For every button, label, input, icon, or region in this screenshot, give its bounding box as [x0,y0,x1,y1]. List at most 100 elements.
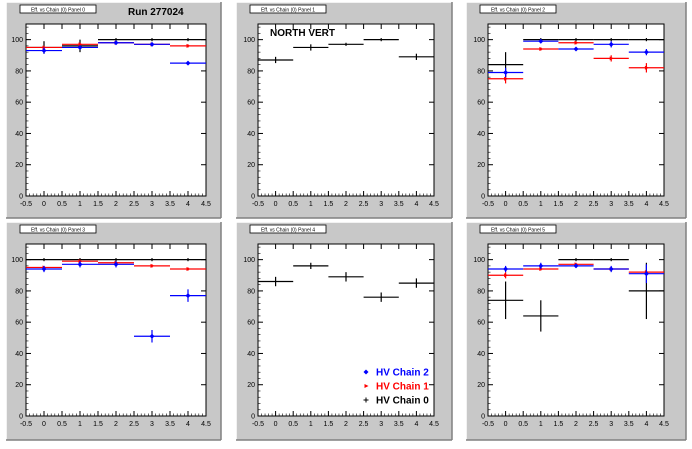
y-tick-label: 80 [15,288,23,295]
legend-label-hv0: HV Chain 0 [376,396,429,407]
data-point-marker-hv2 [113,40,119,46]
y-tick-label: 0 [481,414,485,421]
data-point-marker-hv2 [77,44,83,50]
chart-panel-4: -0.5 0 0.5 1 1.5 2 2.5 3 3.5 4 4.5020406080100Eff.… [235,221,453,441]
y-tick-label: 60 [247,100,255,107]
x-tick-label: 4 [414,421,418,428]
y-tick-label: 100 [473,37,485,44]
x-tick-label: 1.5 [324,201,334,208]
x-tick-label: 2 [114,421,118,428]
y-tick-label: 20 [477,162,485,169]
y-tick-label: 0 [251,414,255,421]
x-tick-label: -0.5 [252,201,264,208]
data-point-marker-hv2 [41,266,47,272]
y-tick-label: 0 [19,194,23,201]
data-point-marker-hv2 [41,48,47,54]
y-tick-label: 60 [15,320,23,327]
y-tick-label: 60 [15,100,23,107]
x-tick-label: 3.5 [394,201,404,208]
x-tick-label: 0.5 [288,421,298,428]
data-point-marker-hv2 [77,261,83,267]
legend-label-hv1: HV Chain 1 [376,382,429,393]
x-tick-label: 2 [574,201,578,208]
y-tick-label: 0 [251,194,255,201]
data-point-marker-hv2 [573,46,579,52]
y-tick-label: 60 [477,320,485,327]
x-tick-label: 2.5 [589,201,599,208]
run-label: Run 277024 [128,7,184,18]
x-tick-label: 1 [78,201,82,208]
y-tick-label: 20 [477,382,485,389]
data-point-marker-hv2 [149,41,155,47]
x-tick-label: 0.5 [518,201,528,208]
x-tick-label: 4 [186,421,190,428]
y-tick-label: 20 [247,382,255,389]
x-tick-label: 3.5 [165,421,175,428]
x-tick-label: 1.5 [554,421,564,428]
plot-frame [257,23,435,197]
x-tick-label: 2 [574,421,578,428]
x-tick-label: 2 [114,201,118,208]
x-tick-label: -0.5 [482,201,494,208]
data-point-marker-hv1 [644,65,649,70]
x-tick-label: 4.5 [201,201,211,208]
y-tick-label: 80 [477,288,485,295]
x-tick-label: 0 [42,421,46,428]
chart-panel-1: -0.5 0 0.5 1 1.5 2 2.5 3 3.5 4 4.5020406080100Eff.… [235,1,453,219]
x-tick-label: 0 [42,201,46,208]
data-point-marker-hv1 [186,267,191,272]
y-tick-label: 60 [477,100,485,107]
data-point-marker-hv2 [538,38,544,44]
plot-frame [25,23,207,197]
data-point-marker-hv1 [186,43,191,48]
y-tick-label: 40 [15,351,23,358]
x-tick-label: 4 [644,201,648,208]
y-tick-label: 100 [11,37,23,44]
chart-title-box [19,4,97,14]
x-tick-label: 3 [379,421,383,428]
y-tick-label: 40 [477,351,485,358]
chart-title: Eff. vs Chain (0) Panel 5 [491,228,545,234]
x-tick-label: 2.5 [359,421,369,428]
data-point-marker-hv2 [185,60,191,66]
x-tick-label: 1 [78,421,82,428]
y-tick-label: 100 [243,257,255,264]
y-tick-label: 40 [247,131,255,138]
data-point-marker-hv2 [503,266,509,272]
y-tick-label: 80 [247,68,255,75]
x-tick-label: 3.5 [165,201,175,208]
y-tick-label: 0 [19,414,23,421]
panel-overlay-title: NORTH VERT [270,28,335,39]
x-tick-label: 0 [504,421,508,428]
x-tick-label: 1.5 [554,201,564,208]
x-tick-label: 1 [309,201,313,208]
y-tick-label: 100 [243,37,255,44]
x-tick-label: 2.5 [359,201,369,208]
data-point-marker-hv1 [504,76,509,81]
x-tick-label: 1.5 [93,201,103,208]
chart-title: Eff. vs Chain (0) Panel 2 [491,8,545,14]
y-tick-label: 80 [15,68,23,75]
x-tick-label: 0 [274,421,278,428]
chart-title: Eff. vs Chain (0) Panel 3 [31,228,85,234]
x-tick-label: 3 [150,201,154,208]
data-point-marker-hv1 [609,56,614,61]
x-tick-label: 1 [539,421,543,428]
x-tick-label: -0.5 [252,421,264,428]
chart-panel-3: -0.5 0 0.5 1 1.5 2 2.5 3 3.5 4 4.5020406080100Eff.… [5,221,222,441]
x-tick-label: 4.5 [429,421,439,428]
y-tick-label: 40 [247,351,255,358]
chart-title-box [479,4,557,14]
chart-title-box [19,224,97,234]
x-tick-label: 3.5 [624,421,634,428]
x-tick-label: 1.5 [324,421,334,428]
x-tick-label: 0.5 [57,201,67,208]
y-tick-label: 80 [477,68,485,75]
x-tick-label: 0 [504,201,508,208]
x-tick-label: 0 [274,201,278,208]
x-tick-label: 4.5 [659,201,669,208]
chart-panel-5: -0.5 0 0.5 1 1.5 2 2.5 3 3.5 4 4.5020406080100Eff.… [465,221,687,441]
data-point-marker-hv2 [113,261,119,267]
